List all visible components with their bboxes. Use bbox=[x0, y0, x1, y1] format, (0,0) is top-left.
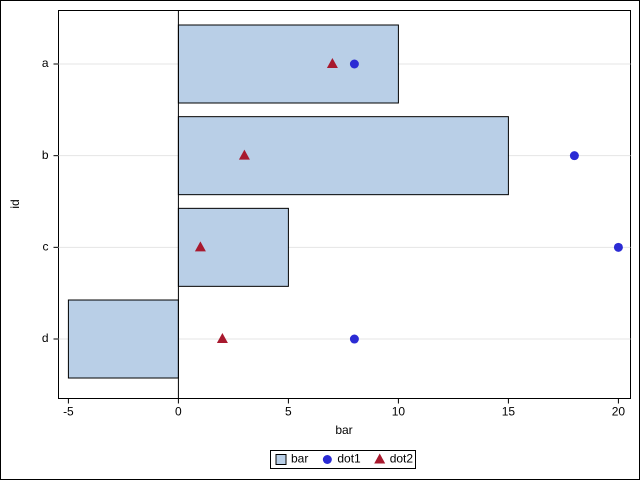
bar bbox=[67, 299, 179, 379]
legend-swatch bbox=[374, 453, 386, 464]
bar bbox=[177, 116, 509, 196]
y-tick-label: c bbox=[43, 240, 49, 254]
x-tick-label: 10 bbox=[392, 405, 406, 419]
x-tick-label: 5 bbox=[285, 405, 292, 419]
triangle bbox=[238, 149, 250, 160]
x-tick-label: 20 bbox=[612, 405, 626, 419]
dot bbox=[613, 242, 623, 252]
y-tick-label: d bbox=[42, 331, 49, 345]
legend-label: bar bbox=[291, 452, 308, 466]
legend-swatch bbox=[275, 454, 287, 465]
y-axis-label: id bbox=[8, 199, 22, 208]
y-tick-label: b bbox=[42, 148, 49, 162]
x-tick-label: -5 bbox=[63, 405, 74, 419]
triangle bbox=[216, 333, 228, 344]
legend-label: dot1 bbox=[337, 452, 361, 466]
legend-swatch bbox=[322, 455, 332, 464]
x-tick-label: 15 bbox=[502, 405, 516, 419]
bar bbox=[177, 207, 289, 287]
x-tick-label: 0 bbox=[175, 405, 182, 419]
y-tick-label: a bbox=[42, 56, 49, 70]
triangle bbox=[194, 241, 206, 252]
dot bbox=[569, 151, 579, 161]
triangle bbox=[326, 58, 338, 68]
x-axis-label: bar bbox=[335, 423, 352, 437]
legend-label: dot2 bbox=[390, 452, 414, 466]
dot bbox=[349, 334, 359, 344]
dot bbox=[349, 59, 359, 69]
bar bbox=[177, 24, 399, 104]
